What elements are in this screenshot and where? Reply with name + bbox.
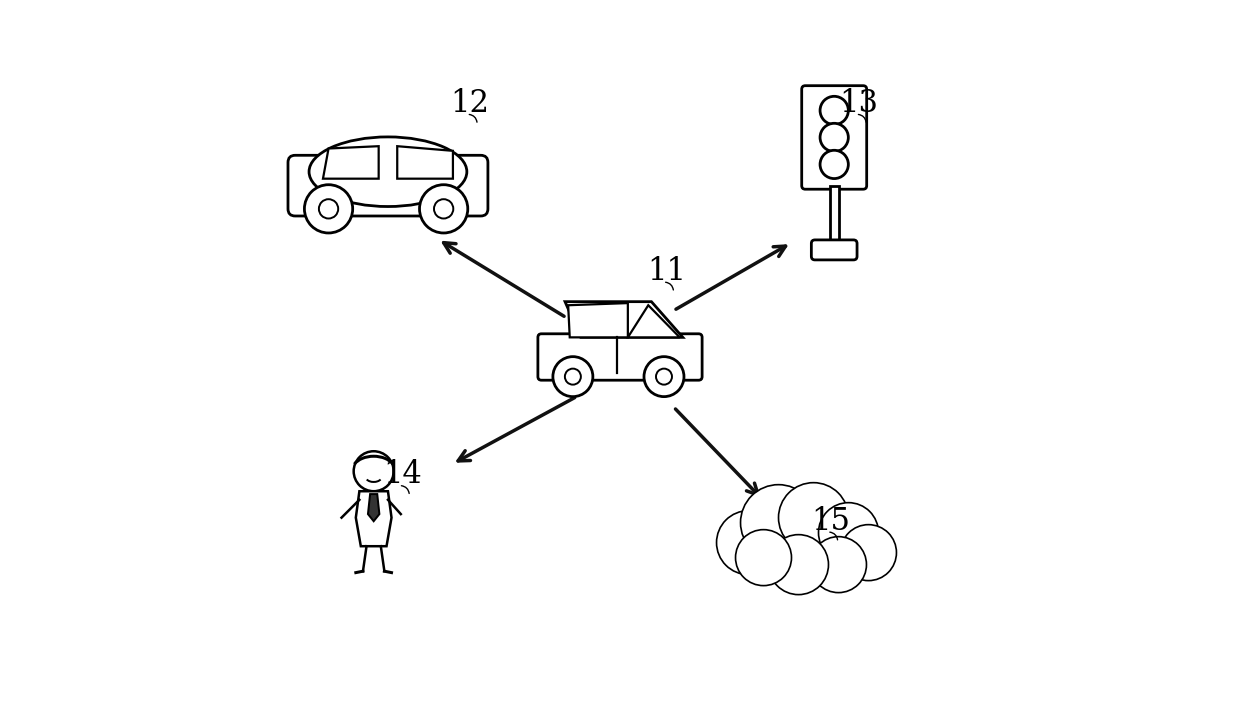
Circle shape: [811, 537, 867, 593]
Circle shape: [717, 511, 780, 575]
Circle shape: [419, 185, 467, 233]
Text: 14: 14: [383, 459, 422, 491]
Circle shape: [820, 124, 848, 151]
Circle shape: [434, 199, 454, 218]
Circle shape: [319, 199, 339, 218]
Text: 12: 12: [450, 88, 490, 119]
Text: 11: 11: [647, 256, 686, 287]
FancyBboxPatch shape: [802, 86, 867, 189]
Circle shape: [740, 485, 816, 560]
Polygon shape: [565, 302, 683, 338]
Bar: [830, 186, 838, 243]
Text: 13: 13: [839, 88, 879, 119]
Circle shape: [656, 368, 672, 385]
Circle shape: [553, 357, 593, 397]
Polygon shape: [368, 494, 379, 521]
Circle shape: [779, 483, 848, 553]
Polygon shape: [627, 306, 680, 338]
Ellipse shape: [309, 137, 466, 206]
Circle shape: [841, 525, 897, 580]
Text: 15: 15: [811, 506, 851, 537]
Circle shape: [820, 151, 848, 178]
Circle shape: [735, 530, 791, 585]
Polygon shape: [356, 491, 392, 546]
FancyBboxPatch shape: [288, 156, 487, 216]
Polygon shape: [322, 146, 378, 178]
FancyBboxPatch shape: [811, 240, 857, 260]
Circle shape: [820, 96, 848, 125]
Circle shape: [769, 535, 828, 595]
Circle shape: [353, 451, 393, 491]
Circle shape: [818, 503, 878, 563]
Circle shape: [304, 185, 352, 233]
Polygon shape: [397, 146, 453, 178]
Circle shape: [565, 368, 580, 385]
FancyBboxPatch shape: [538, 334, 702, 381]
Circle shape: [644, 357, 684, 397]
Polygon shape: [568, 303, 627, 338]
